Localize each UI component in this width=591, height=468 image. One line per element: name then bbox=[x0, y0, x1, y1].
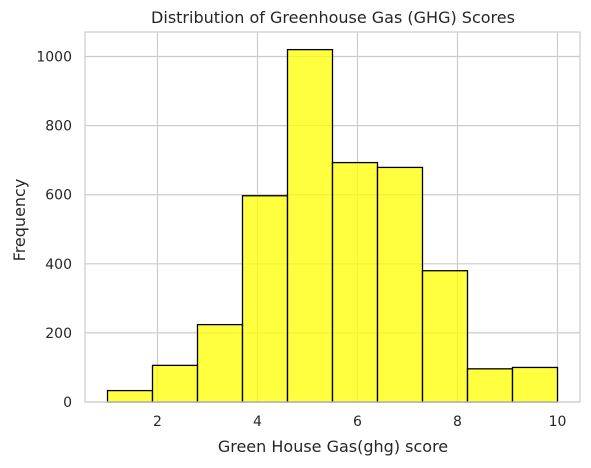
x-tick-label: 6 bbox=[353, 414, 362, 430]
y-tick-label: 1000 bbox=[36, 50, 72, 66]
histogram-bar bbox=[376, 166, 424, 403]
histogram-bar bbox=[466, 368, 514, 403]
histogram-bar bbox=[511, 366, 559, 403]
x-tick-label: 2 bbox=[153, 414, 162, 430]
histogram-bar bbox=[286, 48, 334, 403]
plot-frame bbox=[84, 31, 581, 403]
histogram-bars bbox=[106, 48, 559, 403]
x-tick-label: 8 bbox=[453, 414, 462, 430]
y-tick-label: 0 bbox=[63, 395, 72, 411]
x-axis-label: Green House Gas(ghg) score bbox=[218, 437, 448, 456]
histogram-bar bbox=[421, 270, 469, 403]
y-tick-label: 800 bbox=[45, 119, 72, 135]
histogram-bar bbox=[106, 389, 154, 403]
histogram-bar bbox=[196, 323, 244, 403]
histogram-bar bbox=[331, 161, 379, 403]
x-axis-ticks: 2 4 6 8 10 bbox=[153, 414, 566, 430]
y-tick-label: 200 bbox=[45, 326, 72, 342]
x-tick-label: 4 bbox=[253, 414, 262, 430]
y-axis-ticks: 0 200 400 600 800 1000 bbox=[36, 50, 72, 411]
histogram-bar bbox=[241, 195, 289, 403]
y-tick-label: 400 bbox=[45, 257, 72, 273]
histogram-bar bbox=[151, 364, 199, 403]
x-tick-label: 10 bbox=[549, 414, 567, 430]
chart-title: Distribution of Greenhouse Gas (GHG) Sco… bbox=[151, 8, 515, 27]
y-tick-label: 600 bbox=[45, 188, 72, 204]
y-axis-label: Frequency bbox=[10, 179, 29, 262]
